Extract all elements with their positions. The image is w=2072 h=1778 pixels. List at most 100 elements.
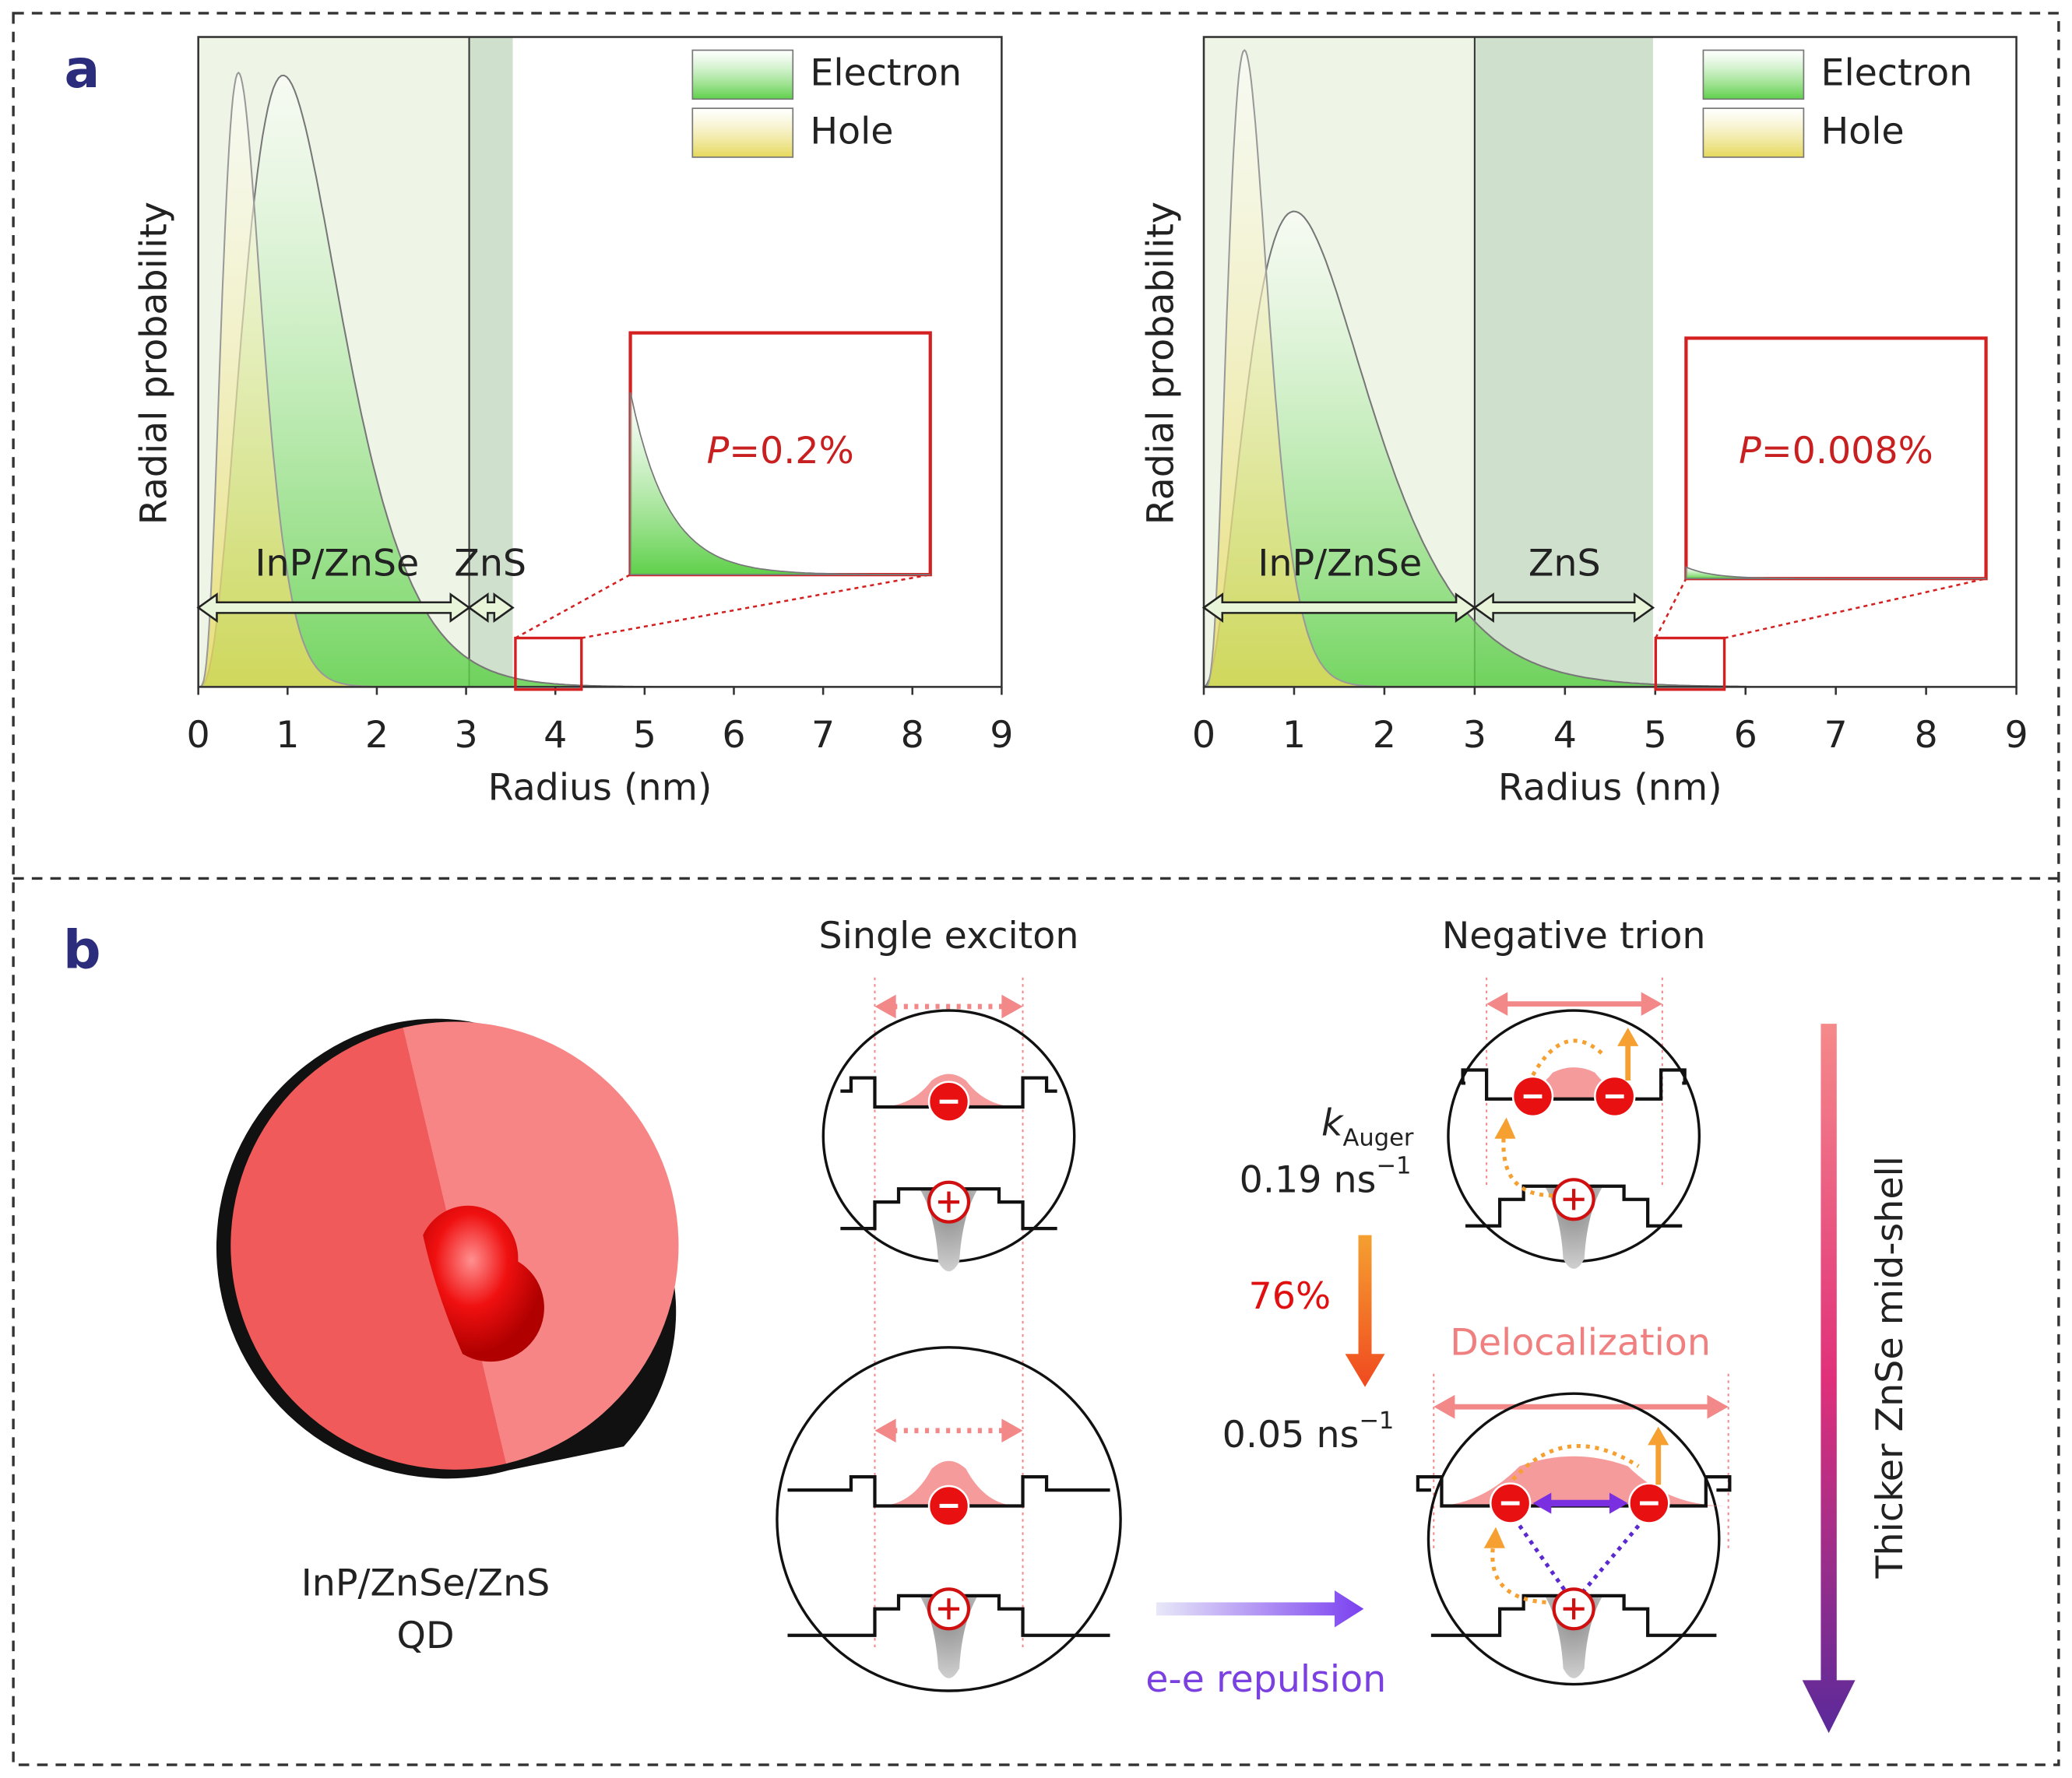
y-axis-label: Radial probability	[1139, 202, 1182, 525]
rate: 0.19 ns−1	[1240, 1152, 1412, 1202]
x-tick-label: 0	[1192, 714, 1215, 757]
region-label: InP/ZnSe	[255, 542, 419, 585]
x-tick-label: 0	[187, 714, 210, 757]
rate-value: 0.05 ns	[1222, 1414, 1360, 1456]
state-circle	[1426, 1392, 1721, 1686]
qd-core	[423, 1205, 544, 1362]
region-arrow	[1472, 592, 1655, 624]
arrow-head	[1494, 1117, 1516, 1139]
legend-label: Electron	[810, 52, 962, 95]
column-title: Negative trion	[1442, 915, 1706, 958]
chart: InP/ZnSe ZnS 0 1 2 3 4 5 6 7 8 9 Radius (nm) Radial p…	[132, 36, 1013, 810]
region-arrow	[467, 592, 515, 624]
repulsion-arrow	[1156, 1590, 1364, 1628]
region-label: ZnS	[454, 542, 526, 585]
inset-value: =0.008%	[1761, 430, 1933, 473]
panel-a: InP/ZnSe ZnS 0 1 2 3 4 5 6 7 8 9 Radius (nm) Radial p…	[132, 36, 2028, 810]
region-label: ZnS	[1528, 542, 1601, 585]
legend-swatch	[691, 49, 794, 100]
legend-label: Electron	[1820, 52, 1972, 95]
x-axis-label: Radius (nm)	[488, 767, 712, 810]
inset-symbol: P	[1739, 430, 1761, 473]
arrow-head	[1001, 994, 1023, 1019]
x-tick-label: 4	[1553, 714, 1577, 757]
shell-region	[1474, 37, 1653, 687]
plot-frame	[1202, 36, 2017, 688]
x-tick-label: 7	[811, 714, 835, 757]
x-tick-label: 2	[365, 714, 389, 757]
legend-label: Hole	[1820, 110, 1904, 153]
transfer-path	[1518, 1524, 1568, 1594]
hole-curve	[198, 71, 466, 687]
rate-superscript: −1	[1376, 1152, 1411, 1179]
inset-label: P=0.008%	[1739, 430, 1933, 473]
k-subscript: Auger	[1343, 1124, 1414, 1151]
inset-box	[1684, 336, 1988, 581]
qd-label: InP/ZnSe/ZnS	[301, 1562, 551, 1604]
inset-curve	[629, 392, 930, 575]
arrow-head	[1434, 1394, 1455, 1419]
arrow-head	[1617, 1028, 1639, 1046]
x-tick-label: 5	[633, 714, 656, 757]
x-tick-label: 6	[722, 714, 745, 757]
y-axis-label: Radial probability	[132, 202, 175, 525]
x-tick-label: 6	[1734, 714, 1757, 757]
thickness-label: Thicker ZnSe mid-shell	[1869, 1156, 1912, 1579]
arrow-head	[874, 1418, 896, 1442]
arrow-head	[1001, 1418, 1023, 1442]
x-tick-label: 7	[1824, 714, 1848, 757]
arrow-head	[874, 994, 896, 1019]
zoom-line	[581, 573, 930, 639]
x-tick-label: 8	[901, 714, 924, 757]
repulsion-label: e-e repulsion	[1145, 1658, 1386, 1701]
rate: 0.05 ns−1	[1222, 1407, 1395, 1456]
x-axis-label: Radius (nm)	[1498, 767, 1722, 810]
x-tick-label: 8	[1915, 714, 1938, 757]
outer-border	[12, 12, 2060, 1766]
transfer-path	[1490, 1545, 1546, 1604]
state-circle	[776, 1346, 1122, 1692]
hole-curve	[1204, 49, 1475, 687]
panel-b-diagrams	[776, 977, 1732, 1692]
column-title: Single exciton	[819, 915, 1079, 958]
curves	[1204, 49, 1747, 687]
electron-curve	[1204, 210, 1747, 687]
arrow-head	[1648, 1426, 1669, 1446]
rate-symbol: kAuger	[1321, 1102, 1414, 1151]
auger-percent: 76%	[1249, 1275, 1331, 1318]
zoom-box	[1654, 636, 1726, 691]
x-tick-label: 1	[1282, 714, 1306, 757]
arrow-head	[1609, 1492, 1628, 1514]
transfer-path	[1501, 1136, 1553, 1198]
arrow-head	[1641, 992, 1662, 1016]
zoom-line	[1655, 578, 1687, 639]
chart: InP/ZnSe ZnS 0 1 2 3 4 5 6 7 8 9 Radius (nm) Radial p…	[1139, 36, 2028, 810]
legend-label: Hole	[810, 110, 893, 153]
zoom-box	[514, 636, 583, 691]
legend-swatch	[1702, 107, 1805, 158]
transfer-path	[1531, 1038, 1607, 1077]
auger-arrow	[1345, 1235, 1385, 1387]
panel-label: a	[64, 39, 100, 100]
inset-curve	[1685, 566, 1986, 580]
electron-density	[1434, 1456, 1726, 1506]
panel-label: b	[63, 920, 101, 982]
legend-swatch	[691, 107, 794, 158]
region-label: InP/ZnSe	[1258, 542, 1422, 585]
inset-value: =0.2%	[729, 430, 853, 473]
x-tick-label: 9	[990, 714, 1013, 757]
qd-label: QD	[397, 1615, 455, 1657]
x-tick-label: 2	[1373, 714, 1396, 757]
inset-label: P=0.2%	[707, 430, 854, 473]
x-tick-label: 9	[2004, 714, 2028, 757]
arrow-head	[1707, 1394, 1729, 1419]
arrow-head	[1486, 992, 1508, 1016]
inset-symbol: P	[707, 430, 730, 473]
legend-swatch	[1702, 49, 1805, 100]
x-tick-label: 3	[1463, 714, 1486, 757]
thickness-arrow	[1802, 1024, 1856, 1734]
arrow-head	[1532, 1492, 1552, 1514]
x-tick-label: 5	[1644, 714, 1667, 757]
